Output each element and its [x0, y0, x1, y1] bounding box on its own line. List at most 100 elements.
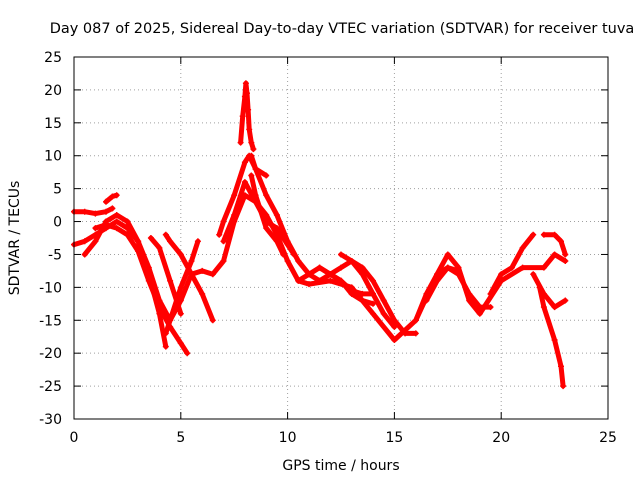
data-point	[113, 225, 120, 232]
data-point	[81, 208, 88, 215]
chart-title: Day 087 of 2025, Sidereal Day-to-day VTE…	[50, 21, 635, 37]
data-point	[250, 146, 257, 153]
data-point	[391, 337, 398, 343]
data-point	[167, 277, 174, 284]
data-point	[551, 304, 558, 311]
data-point	[244, 90, 250, 97]
data-point	[184, 350, 191, 357]
data-point	[273, 212, 280, 218]
data-point	[444, 264, 451, 271]
data-point	[423, 297, 430, 304]
series-track-j	[220, 179, 297, 258]
data-point	[562, 297, 569, 304]
data-point	[209, 271, 216, 278]
data-point	[109, 193, 116, 200]
data-point	[370, 277, 376, 284]
data-point	[412, 317, 419, 324]
series-trace	[163, 232, 216, 323]
x-tick-label: 25	[599, 430, 617, 446]
data-point	[284, 238, 291, 245]
data-point	[295, 277, 302, 284]
data-point	[359, 297, 366, 304]
data-point	[194, 238, 201, 245]
data-point	[519, 264, 526, 271]
y-tick-label: -15	[39, 313, 62, 329]
data-point	[103, 198, 109, 205]
y-tick-label: -30	[39, 412, 62, 428]
data-point	[370, 290, 376, 297]
data-point	[551, 337, 558, 343]
y-tick-label: 0	[53, 215, 62, 231]
data-point	[487, 290, 494, 297]
data-point	[444, 251, 451, 258]
y-tick-label: 25	[44, 50, 62, 66]
data-point	[412, 330, 419, 337]
y-tick-label: -10	[39, 280, 62, 296]
y-tick-label: -25	[39, 379, 62, 395]
data-point	[327, 277, 334, 284]
data-point	[263, 192, 270, 199]
axis-ticks: 0 5 10 15 20 25 -30 -25 -20 -15 -10 -5 0 5 10 15 20 25	[39, 50, 617, 446]
data-point	[220, 218, 227, 225]
x-axis-label: GPS time / hours	[282, 458, 399, 474]
data-point	[199, 267, 206, 274]
data-point	[147, 235, 154, 241]
data-point	[562, 258, 569, 264]
data-point	[370, 310, 376, 317]
y-tick-label: 10	[44, 149, 62, 165]
data-point	[540, 264, 547, 271]
data-point	[92, 210, 99, 217]
data-point	[476, 304, 483, 311]
series-trace	[92, 222, 190, 356]
series-track-k	[237, 80, 257, 153]
data-point	[103, 208, 109, 215]
data-point	[284, 258, 291, 264]
data-point	[280, 251, 287, 258]
data-point	[177, 310, 184, 317]
data-point	[156, 304, 163, 311]
data-point	[177, 340, 184, 347]
series-track-t	[530, 271, 569, 311]
plot-frame	[73, 56, 609, 420]
data-point	[216, 231, 223, 238]
data-point	[530, 231, 537, 238]
data-point	[162, 231, 169, 238]
x-tick-label: 15	[385, 430, 403, 446]
data-point	[231, 192, 238, 199]
data-point	[246, 126, 253, 133]
data-point	[466, 290, 473, 297]
data-point	[177, 284, 184, 291]
data-point	[241, 93, 248, 100]
series-track-a	[71, 205, 116, 217]
data-point	[316, 277, 323, 284]
series-trace	[541, 232, 568, 257]
data-point	[402, 330, 409, 337]
x-tick-label: 20	[492, 430, 510, 446]
data-point	[239, 113, 246, 120]
data-point	[135, 238, 142, 245]
series-track-g	[162, 238, 201, 337]
data-point	[380, 310, 387, 317]
data-point	[536, 284, 543, 291]
data-point	[81, 251, 88, 258]
data-point	[498, 271, 505, 278]
data-point	[466, 297, 473, 304]
series-trace	[488, 232, 536, 297]
data-point	[540, 304, 547, 311]
data-point	[551, 231, 558, 238]
data-point	[124, 218, 131, 225]
series-track-d	[92, 221, 191, 357]
data-point	[231, 212, 238, 218]
x-tick-label: 5	[176, 430, 185, 446]
data-point	[167, 238, 174, 245]
data-point	[113, 218, 120, 225]
data-point	[348, 258, 355, 264]
data-point	[487, 304, 494, 311]
data-point	[237, 139, 244, 146]
data-point	[81, 238, 88, 245]
data-point	[348, 287, 355, 294]
data-point	[455, 271, 462, 278]
data-point	[124, 231, 131, 238]
data-point	[391, 317, 398, 324]
data-point	[295, 258, 302, 264]
